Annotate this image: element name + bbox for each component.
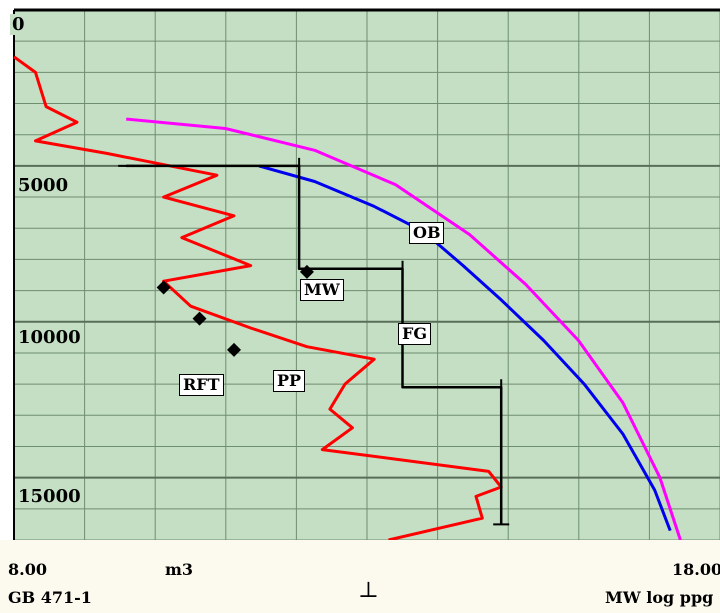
rft-point [156, 280, 171, 295]
rft-point [192, 311, 207, 326]
mw-label: MW [300, 279, 344, 301]
well-name: GB 471-1 [8, 588, 92, 607]
pp-label: PP [273, 370, 306, 392]
x-axis-left-label: 8.00 [8, 560, 47, 579]
y-tick-label: 10000 [16, 327, 83, 348]
series-line-fg [258, 164, 672, 532]
y-tick-label: 15000 [16, 486, 83, 507]
y-tick-label: 5000 [16, 175, 71, 196]
x-axis-right-label: 18.00 [672, 560, 720, 579]
ob-label: OB [409, 222, 445, 244]
crosshair-cursor-icon: ⊥ [358, 578, 379, 603]
rft-point [299, 264, 314, 279]
x-axis-title: MW log ppg [605, 588, 714, 607]
y-tick-label: 0 [10, 14, 27, 35]
x-axis-middle-label: m3 [165, 560, 194, 579]
fg-label: FG [398, 323, 432, 345]
footer-bar: 8.00 m3 18.00 GB 471-1 MW log ppg ⊥ [0, 540, 720, 613]
series-line-pp [13, 55, 503, 540]
chart-plot [13, 8, 720, 540]
series-line-ob [126, 117, 682, 540]
rft-point [227, 342, 242, 357]
rft-label: RFT [179, 374, 224, 396]
